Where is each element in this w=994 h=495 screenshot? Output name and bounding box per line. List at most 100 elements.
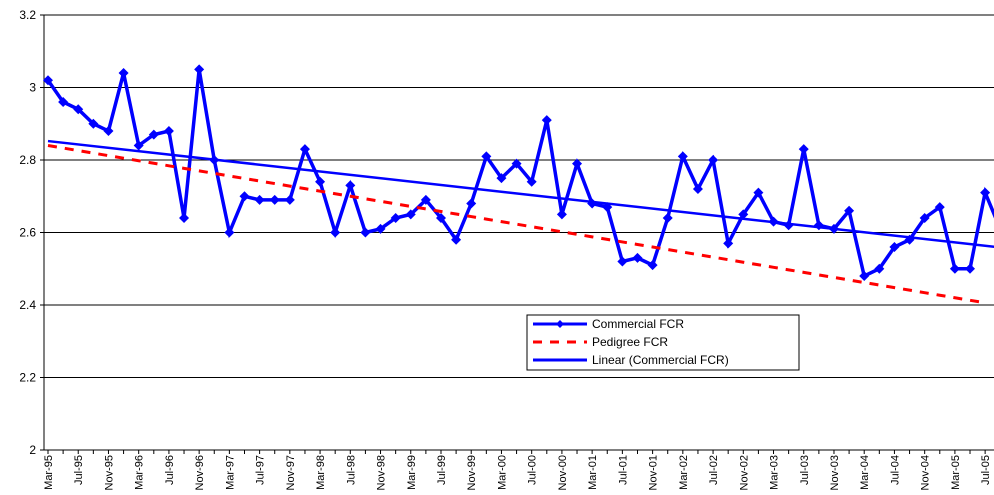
y-tick-label: 2.4 xyxy=(19,298,36,312)
data-point xyxy=(254,194,265,205)
data-point xyxy=(58,97,69,107)
series-line xyxy=(46,69,994,279)
data-point xyxy=(647,260,658,271)
x-tick-label: Mar-99 xyxy=(406,455,418,490)
data-point xyxy=(194,64,205,75)
data-point xyxy=(572,158,583,169)
data-point xyxy=(345,180,356,191)
y-tick-label: 3.2 xyxy=(19,8,36,22)
x-tick-label: Mar-04 xyxy=(859,455,871,490)
data-point xyxy=(375,223,386,234)
data-point xyxy=(133,140,144,151)
data-point xyxy=(859,271,870,281)
x-tick-label: Mar-00 xyxy=(496,455,508,490)
legend: Commercial FCR Pedigree FCR Linear (Commer… xyxy=(526,314,800,371)
data-point xyxy=(284,194,295,205)
x-tick-label: Mar-02 xyxy=(678,455,690,490)
data-point xyxy=(451,234,462,245)
data-point xyxy=(481,151,492,162)
data-point xyxy=(43,75,53,86)
x-tick-label: Jul-95 xyxy=(73,455,85,485)
data-point xyxy=(632,252,643,263)
x-tick-label: Mar-97 xyxy=(224,455,236,490)
x-tick-label: Jul-96 xyxy=(164,455,176,485)
y-tick-label: 3 xyxy=(29,81,36,95)
data-point xyxy=(753,187,764,198)
data-point xyxy=(965,263,976,274)
x-tick-label: Nov-99 xyxy=(466,455,478,490)
data-point xyxy=(179,213,190,223)
data-point xyxy=(269,194,280,205)
data-point xyxy=(405,209,416,220)
data-point xyxy=(844,205,855,216)
data-point xyxy=(496,173,507,184)
data-point xyxy=(88,118,99,129)
x-tick-label: Jul-03 xyxy=(799,455,811,485)
x-tick-label: Nov-00 xyxy=(557,455,569,490)
data-point xyxy=(148,129,159,140)
x-tick-label: Nov-95 xyxy=(103,455,115,490)
data-point xyxy=(526,176,537,187)
x-tick-label: Mar-03 xyxy=(769,455,781,490)
data-point xyxy=(556,209,567,220)
data-point xyxy=(103,126,114,136)
x-tick-label: Jul-00 xyxy=(527,455,539,485)
data-point xyxy=(315,176,326,187)
x-tick-label: Mar-98 xyxy=(315,455,327,490)
data-point xyxy=(662,213,673,223)
data-point xyxy=(330,227,341,238)
legend-marker xyxy=(556,320,564,328)
x-tick-label: Jul-98 xyxy=(345,455,357,485)
x-tick-label: Nov-01 xyxy=(648,455,660,490)
data-point xyxy=(738,209,749,220)
legend-label: Linear (Commercial FCR) xyxy=(592,353,729,367)
data-point xyxy=(949,263,960,274)
data-point xyxy=(692,184,703,194)
x-tick-label: Mar-95 xyxy=(43,455,55,490)
data-point xyxy=(299,144,310,155)
data-point xyxy=(798,144,809,155)
x-tick-label: Mar-01 xyxy=(587,455,599,490)
y-tick-label: 2 xyxy=(29,443,36,457)
data-point xyxy=(541,115,552,126)
data-point xyxy=(73,104,84,115)
data-point xyxy=(708,155,719,165)
x-tick-label: Jul-05 xyxy=(980,455,992,485)
data-point xyxy=(511,158,522,169)
data-point xyxy=(239,191,250,202)
data-point xyxy=(224,227,235,238)
data-point xyxy=(118,68,129,78)
x-tick-label: Nov-04 xyxy=(920,455,932,490)
data-point xyxy=(677,151,688,162)
x-tick-label: Jul-02 xyxy=(708,455,720,485)
data-point xyxy=(934,202,945,213)
x-tick-label: Nov-02 xyxy=(738,455,750,490)
series-line xyxy=(47,144,986,305)
data-point xyxy=(360,227,371,238)
data-point xyxy=(874,263,885,274)
x-tick-label: Jul-04 xyxy=(889,455,901,485)
data-point xyxy=(889,242,900,252)
legend-label: Commercial FCR xyxy=(592,317,684,331)
data-point xyxy=(723,238,734,249)
data-point xyxy=(919,213,930,223)
data-point xyxy=(420,194,431,205)
x-tick-label: Nov-97 xyxy=(285,455,297,490)
data-point xyxy=(466,198,477,209)
x-tick-label: Jul-01 xyxy=(617,455,629,485)
x-tick-label: Nov-98 xyxy=(376,455,388,490)
y-tick-label: 2.2 xyxy=(19,371,36,385)
legend-label: Pedigree FCR xyxy=(592,335,668,349)
x-tick-label: Nov-96 xyxy=(194,455,206,490)
data-point xyxy=(435,213,446,223)
data-point xyxy=(617,256,628,267)
data-point xyxy=(163,126,174,136)
x-tick-label: Nov-03 xyxy=(829,455,841,490)
y-tick-label: 2.8 xyxy=(19,153,36,167)
data-point xyxy=(980,187,991,198)
trendline xyxy=(47,139,994,249)
x-tick-label: Jul-99 xyxy=(436,455,448,485)
data-point xyxy=(390,213,401,223)
x-tick-label: Mar-96 xyxy=(134,455,146,490)
